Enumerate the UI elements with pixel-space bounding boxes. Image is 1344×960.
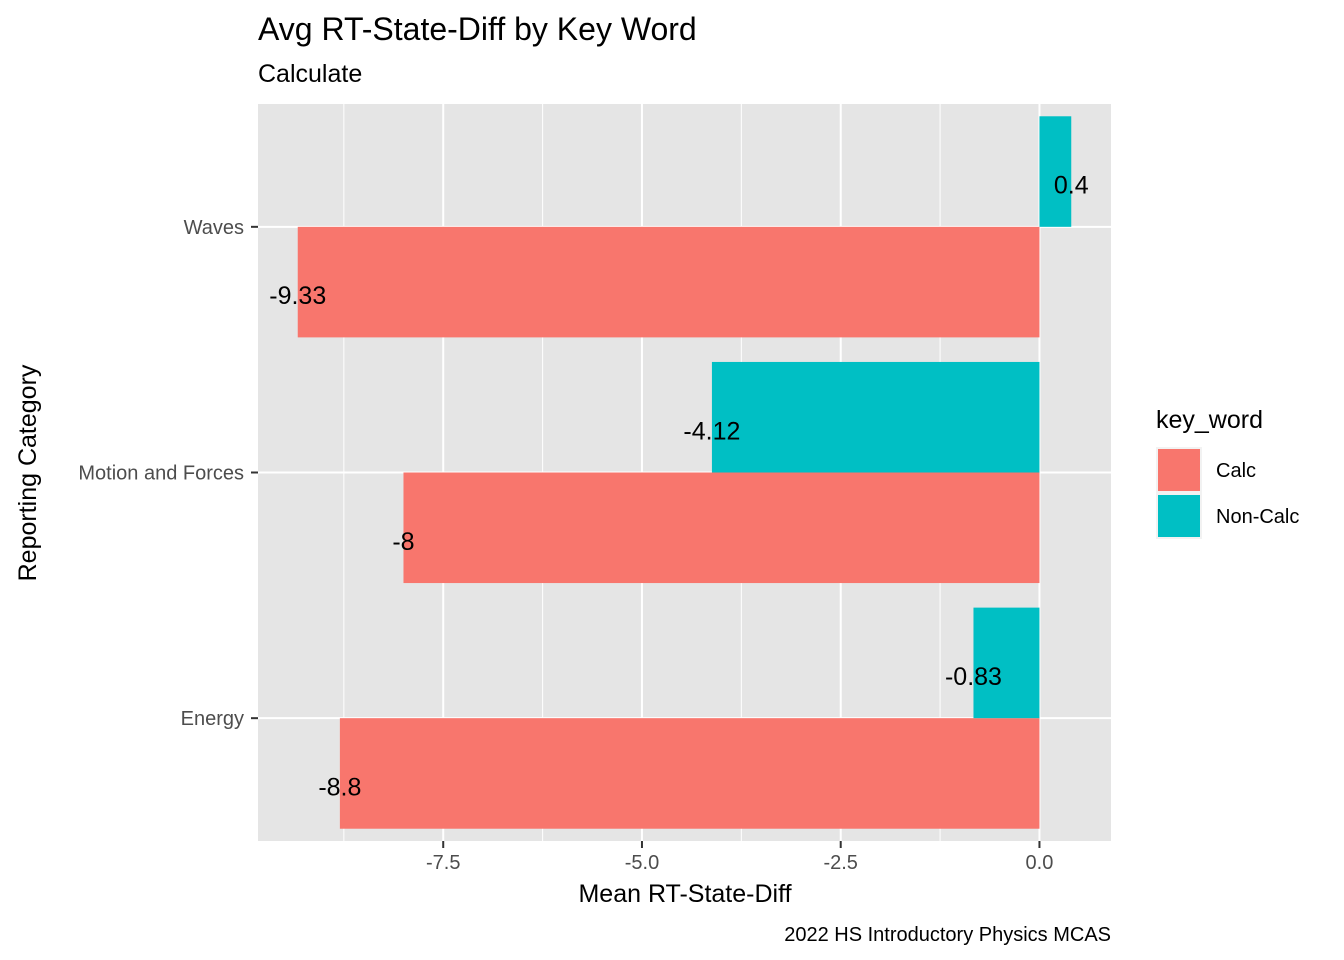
data-label: 0.4: [1054, 172, 1089, 200]
legend-swatch-non-calc: [1158, 495, 1200, 537]
x-tick-label: -5.0: [625, 852, 659, 874]
y-axis: Energy Motion and Forces Waves: [78, 217, 258, 730]
legend-label: Non-Calc: [1216, 506, 1299, 528]
legend-items: Calc Non-Calc: [1156, 447, 1299, 539]
legend: key_word Calc Non-Calc: [1156, 406, 1299, 539]
x-axis-title: Mean RT-State-Diff: [578, 880, 791, 908]
bar-calc-energy: [339, 718, 1040, 829]
x-axis: -7.5 -5.0 -2.5 0.0: [426, 841, 1053, 874]
data-label: -4.12: [683, 417, 740, 445]
y-tick-label: Waves: [184, 217, 244, 239]
y-tick-label: Motion and Forces: [78, 463, 244, 485]
data-label: -8.8: [318, 774, 361, 802]
bar-non-calc-motion-and-forces: [711, 361, 1040, 473]
data-label: -9.33: [269, 282, 326, 310]
bar-calc-waves: [297, 226, 1040, 338]
legend-swatch-calc: [1158, 449, 1200, 491]
y-tick-label: Energy: [181, 708, 244, 730]
x-tick-label: 0.0: [1026, 852, 1054, 874]
y-axis-title: Reporting Category: [14, 364, 42, 581]
legend-label: Calc: [1216, 460, 1256, 482]
bar-non-calc-waves: [1039, 116, 1072, 227]
data-labels: -8.8 -8 -9.33 -0.83 -4.12 0.4: [269, 172, 1088, 802]
data-label: -0.83: [945, 663, 1002, 691]
chart-caption: 2022 HS Introductory Physics MCAS: [784, 924, 1111, 946]
chart-title: Avg RT-State-Diff by Key Word: [258, 11, 697, 47]
data-label: -8: [392, 528, 414, 556]
legend-title: key_word: [1156, 406, 1263, 434]
bars: [297, 116, 1072, 829]
bar-calc-motion-and-forces: [403, 472, 1040, 584]
bar-non-calc-energy: [973, 607, 1040, 719]
x-tick-label: -2.5: [823, 852, 857, 874]
x-tick-label: -7.5: [426, 852, 460, 874]
chart-subtitle: Calculate: [258, 60, 362, 88]
